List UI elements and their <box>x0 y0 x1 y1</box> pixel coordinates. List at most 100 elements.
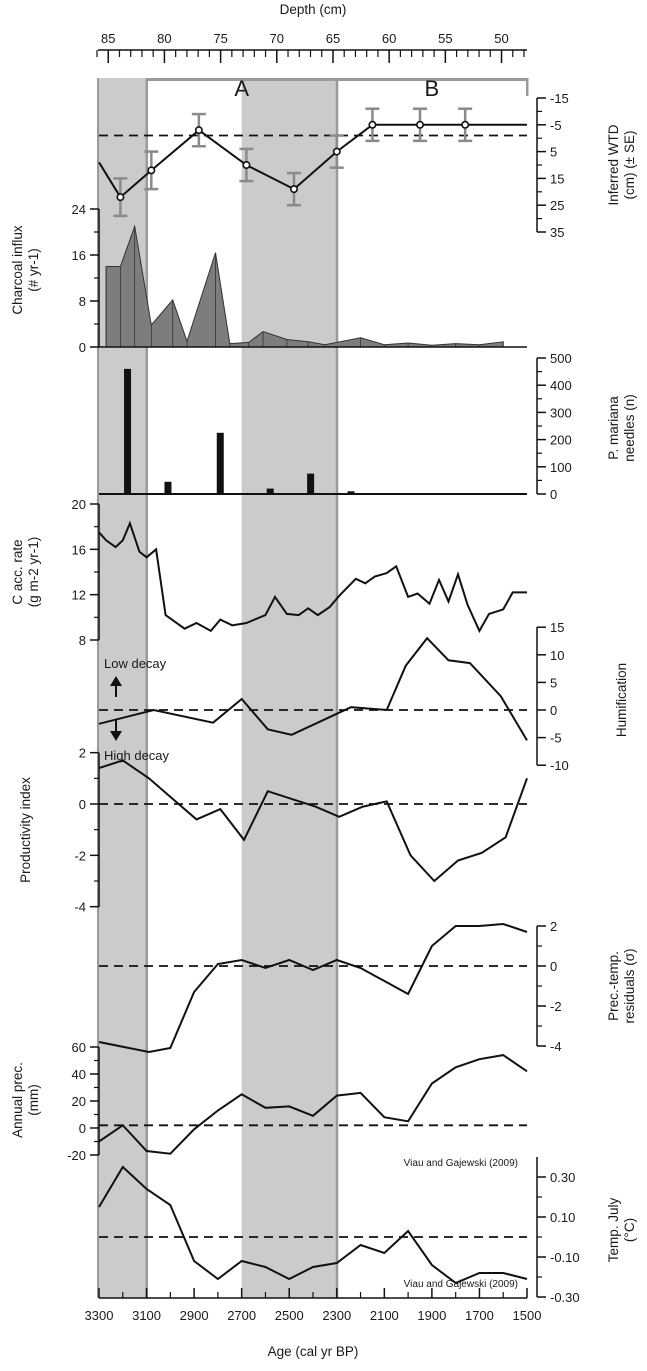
productivity-axis-tick-label: 0 <box>79 797 86 812</box>
age-tick-label: 2700 <box>227 1308 256 1323</box>
residuals-axis-title: Prec.-temp.residuals (σ) <box>606 948 637 1023</box>
depth-tick-label: 65 <box>326 31 340 46</box>
productivity-axis-title-line: Productivity index <box>18 777 33 883</box>
wtd-point <box>116 193 125 202</box>
plot-data <box>98 107 528 1285</box>
wtd-axis-tick-label: 5 <box>550 145 557 160</box>
depth-tick-label: 85 <box>101 31 115 46</box>
needles-bar <box>266 488 274 494</box>
charcoal-axis-tick-label: 24 <box>72 202 86 217</box>
depth-axis-title: Depth (cm) <box>280 2 347 17</box>
humification-axis-tick-label: 0 <box>550 703 557 718</box>
precip-axis-tick-label: 20 <box>72 1094 86 1109</box>
needles-axis-tick-label: 100 <box>550 460 572 475</box>
wtd-axis-tick-label: -5 <box>550 118 562 133</box>
residuals-line <box>98 922 528 1054</box>
humification-line <box>98 636 528 741</box>
age-tick-label: 3300 <box>85 1308 114 1323</box>
zone-boundary <box>335 78 339 1298</box>
precip-axis-title: Annual prec.(mm) <box>10 1062 41 1138</box>
precip-source: Viau and Gajewski (2009) <box>404 1158 518 1169</box>
productivity-axis-tick-label: -4 <box>74 900 86 915</box>
wtd-point <box>461 120 470 129</box>
residuals-axis-title-line: Prec.-temp. <box>606 951 621 1021</box>
zone-boundary <box>145 78 149 1298</box>
low-decay-arrow-icon <box>110 676 122 697</box>
depth-tick-label: 80 <box>157 31 171 46</box>
age-tick-label: 1700 <box>465 1308 494 1323</box>
precip-axis-tick-label: 60 <box>72 1040 86 1055</box>
precip-axis-tick-label: 40 <box>72 1067 86 1082</box>
age-tick-label: 2100 <box>370 1308 399 1323</box>
age-tick-label: 1500 <box>513 1308 542 1323</box>
carbon-axis-title: C acc. rate(g m-2 yr-1) <box>10 537 41 608</box>
wtd-point <box>242 161 251 170</box>
needles-bar <box>347 491 355 494</box>
needles-axis-tick-label: 0 <box>550 487 557 502</box>
productivity-axis-tick-label: 2 <box>79 746 86 761</box>
carbon-axis-title-line: C acc. rate <box>10 539 25 604</box>
low-decay-label: Low decay <box>104 656 167 671</box>
high-decay-label: High decay <box>104 748 170 763</box>
age-tick-label: 2300 <box>322 1308 351 1323</box>
band-edge <box>97 78 99 1298</box>
productivity-line <box>98 759 528 883</box>
age-axis-title: Age (cal yr BP) <box>268 1344 359 1359</box>
precip-axis-title-line: Annual prec. <box>10 1062 25 1138</box>
carbon-axis-title-line: (g m-2 yr-1) <box>26 537 41 608</box>
zone-label-B: B <box>425 76 440 101</box>
humification-axis-tick-label: 5 <box>550 675 557 690</box>
temp-axis-tick-label: 0.30 <box>550 1170 575 1185</box>
temp-axis-title-line: Temp. July <box>606 1197 621 1262</box>
temp-axis-tick-label: 0.10 <box>550 1210 575 1225</box>
wtd-point <box>332 147 341 156</box>
residuals-axis-title-line: residuals (σ) <box>622 948 637 1023</box>
wtd-point <box>415 120 424 129</box>
humification-axis-title: Humification <box>614 663 629 737</box>
needles-axis-title: P. mariananeedles (n) <box>606 394 637 462</box>
wtd-axis-title-line: Inferred WTD <box>606 124 621 205</box>
carbon-axis-tick-label: 12 <box>72 588 86 603</box>
needles-bar <box>124 368 132 494</box>
age-tick-label: 1900 <box>417 1308 446 1323</box>
residuals-axis-tick-label: -4 <box>550 1039 562 1054</box>
temp-axis-title-line: (°C) <box>622 1218 637 1242</box>
age-tick-label: 2500 <box>275 1308 304 1323</box>
needles-bar <box>216 432 224 494</box>
humification-axis-title-line: Humification <box>614 663 629 737</box>
depth-tick-label: 60 <box>382 31 396 46</box>
humification-axis-tick-label: 10 <box>550 648 564 663</box>
precip-line <box>98 1054 528 1155</box>
needles-axis-tick-label: 300 <box>550 405 572 420</box>
zone-boundary <box>526 78 529 96</box>
charcoal-axis-title-line: (# yr-1) <box>26 248 41 292</box>
residuals-axis-tick-label: 0 <box>550 959 557 974</box>
residuals-axis-tick-label: 2 <box>550 919 557 934</box>
needles-axis-tick-label: 400 <box>550 378 572 393</box>
depth-tick-label: 75 <box>213 31 227 46</box>
zone-top-bar <box>336 78 527 81</box>
temp-axis-tick-label: -0.30 <box>550 1290 580 1305</box>
depth-tick-label: 70 <box>270 31 284 46</box>
charcoal-axis-tick-label: 16 <box>72 248 86 263</box>
wtd-point <box>289 185 298 194</box>
depth-tick-label: 50 <box>494 31 508 46</box>
zone-top-bar <box>146 78 337 81</box>
wtd-axis-tick-label: 35 <box>550 225 564 240</box>
temp-axis-tick-label: -0.10 <box>550 1250 580 1265</box>
precip-axis-title-line: (mm) <box>26 1084 41 1115</box>
temp-source: Viau and Gajewski (2009) <box>404 1279 518 1290</box>
humification-axis-tick-label: -10 <box>550 758 569 773</box>
carbon-line <box>98 520 527 634</box>
plot-axes <box>90 49 546 1299</box>
residuals-axis-tick-label: -2 <box>550 999 562 1014</box>
needles-axis-title-line: P. mariana <box>606 396 621 460</box>
precip-axis-tick-label: -20 <box>67 1148 86 1163</box>
carbon-axis-tick-label: 16 <box>72 542 86 557</box>
wtd-point <box>194 126 203 135</box>
productivity-axis-tick-label: -2 <box>74 848 86 863</box>
wtd-axis-title-line: (cm) (± SE) <box>622 131 637 200</box>
temp-axis-title: Temp. July(°C) <box>606 1197 637 1262</box>
wtd-point <box>147 166 156 175</box>
